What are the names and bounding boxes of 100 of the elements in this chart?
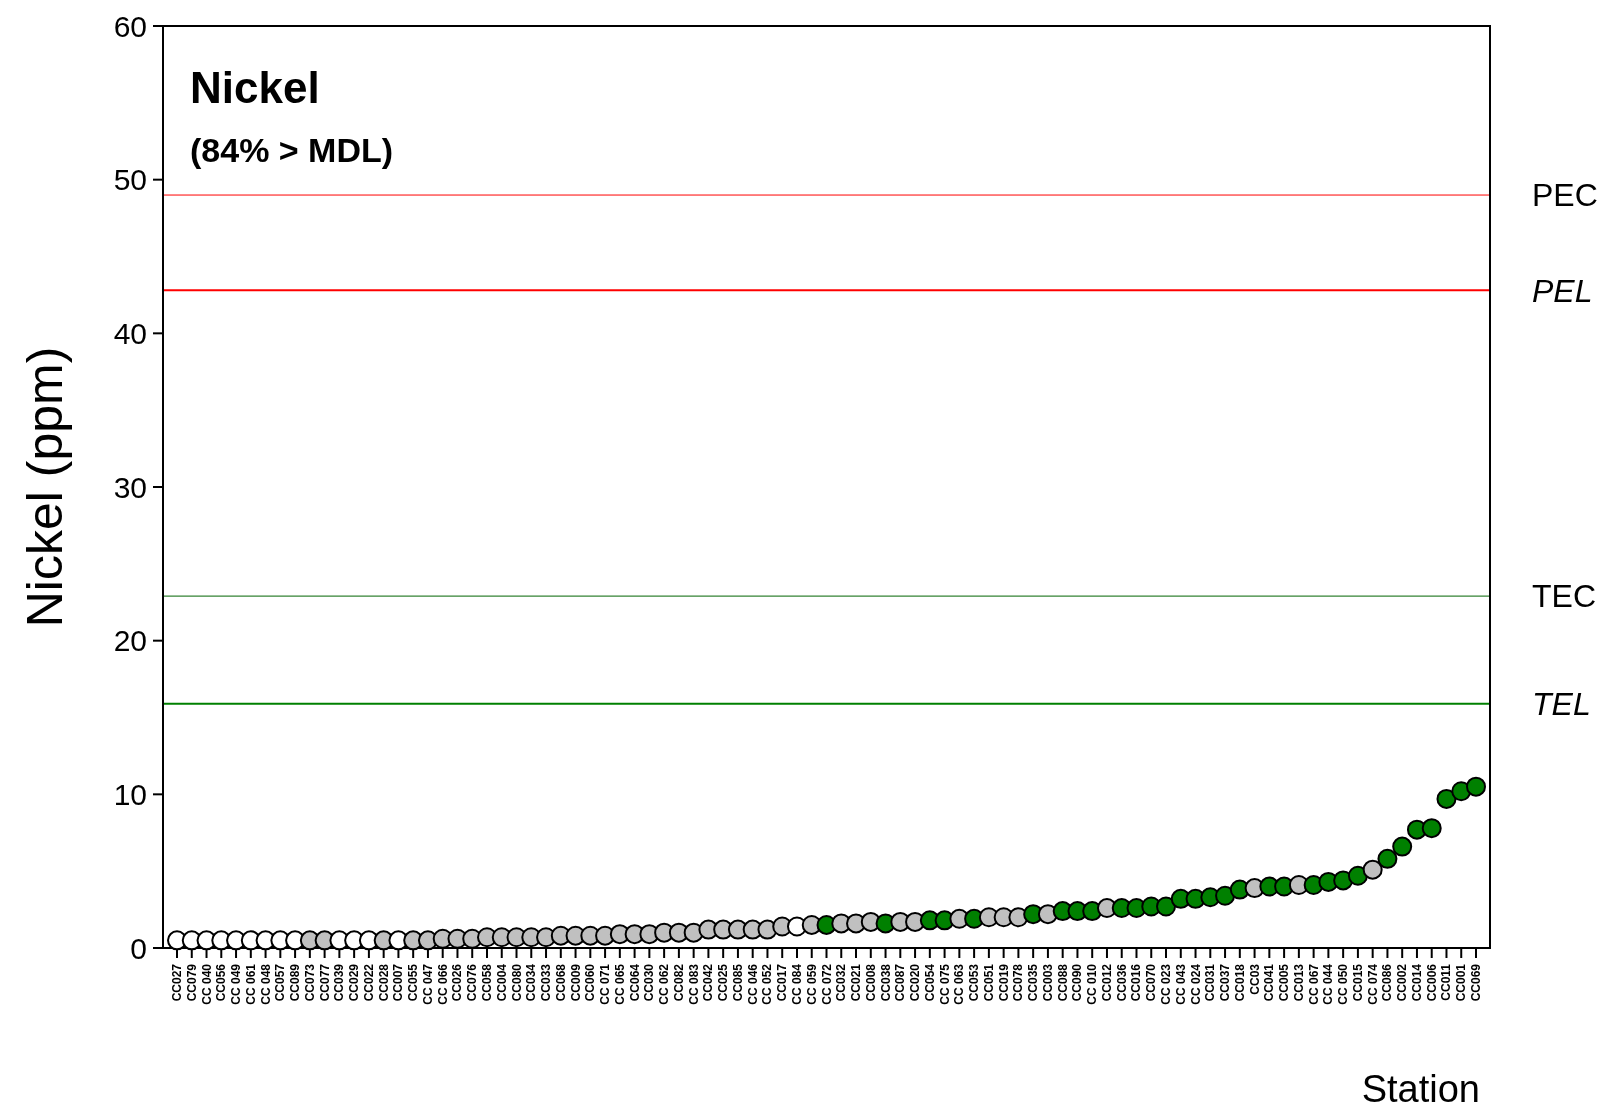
x-tick-label: CC020 [908, 963, 923, 1002]
x-tick-label: CC082 [671, 963, 686, 1002]
x-tick-label: CC 062 [657, 963, 672, 1005]
x-tick-label: CC060 [583, 963, 598, 1002]
x-tick-label: CC042 [701, 963, 716, 1002]
y-tick-label: 40 [113, 316, 147, 350]
x-tick-label: CC015 [1350, 963, 1365, 1002]
x-tick-label: CC 044 [1321, 963, 1336, 1005]
y-axis-title: Nickel (ppm) [17, 346, 73, 628]
x-tick-label: CC011 [1439, 963, 1454, 1001]
x-tick-label: CC077 [317, 963, 332, 1002]
ref-line-label: PEL [1532, 272, 1593, 309]
x-tick-label: CC018 [1232, 963, 1247, 1002]
ref-line-label: TEL [1532, 685, 1591, 722]
x-tick-label: CC030 [642, 963, 657, 1002]
x-tick-label: CC 072 [819, 963, 834, 1005]
x-tick-label: CC057 [273, 963, 288, 1002]
x-tick-label: CC003 [1040, 963, 1055, 1002]
x-tick-label: CC013 [1291, 963, 1306, 1002]
x-tick-label: CC035 [1026, 963, 1041, 1002]
x-tick-label: CC054 [922, 963, 937, 1002]
x-tick-label: CC 052 [760, 963, 775, 1005]
x-tick-label: CC051 [981, 963, 996, 1002]
y-tick-label: 50 [113, 163, 147, 197]
x-tick-label: CC03 [1247, 963, 1262, 995]
x-tick-label: CC078 [1011, 963, 1026, 1002]
x-tick-label: CC086 [1380, 963, 1395, 1002]
x-tick-label: CC014 [1409, 963, 1424, 1002]
x-tick-label: CC021 [849, 963, 864, 1002]
x-tick-label: CC 075 [937, 963, 952, 1005]
x-tick-label: CC041 [1262, 963, 1277, 1002]
ref-line-label: PEC [1532, 177, 1598, 214]
x-tick-label: CC 074 [1365, 963, 1380, 1005]
x-tick-label: CC034 [524, 963, 539, 1002]
x-tick-label: CC079 [184, 963, 199, 1002]
x-tick-label: CC 050 [1336, 963, 1351, 1005]
x-tick-label: CC 043 [1173, 963, 1188, 1005]
x-tick-label: CC031 [1203, 963, 1218, 1002]
x-tick-label: CC037 [1218, 963, 1233, 1002]
x-tick-label: CC 010 [1085, 963, 1100, 1005]
x-tick-label: CC087 [893, 963, 908, 1002]
x-tick-label: CC036 [1114, 963, 1129, 1002]
x-tick-label: CC088 [1055, 963, 1070, 1002]
x-tick-label: CC028 [376, 963, 391, 1002]
x-tick-label: CC005 [1277, 963, 1292, 1002]
x-tick-label: CC001 [1454, 963, 1469, 1002]
y-tick-label: 20 [113, 624, 147, 658]
x-tick-label: CC027 [170, 963, 184, 1002]
x-tick-label: CC019 [996, 963, 1011, 1002]
x-tick-label: CC 023 [1159, 963, 1174, 1005]
x-tick-label: CC056 [214, 963, 229, 1002]
x-tick-label: CC 063 [952, 963, 967, 1005]
x-tick-label: CC 040 [199, 963, 214, 1005]
text: (84% > MDL) [190, 131, 394, 169]
x-tick-label: CC039 [332, 963, 347, 1002]
x-tick-label: CC 083 [686, 963, 701, 1005]
x-tick-label: CC006 [1424, 963, 1439, 1002]
x-tick-label: CC073 [302, 963, 317, 1002]
x-tick-label: CC007 [391, 963, 406, 1002]
text: Nickel [190, 63, 320, 112]
x-tick-label: CC022 [361, 963, 376, 1002]
x-tick-label: CC 066 [435, 963, 450, 1005]
x-tick-label: CC004 [494, 963, 509, 1002]
x-tick-label: CC 048 [258, 963, 273, 1005]
x-tick-label: CC068 [553, 963, 568, 1002]
x-tick-label: CC025 [716, 963, 731, 1002]
x-tick-label: CC033 [539, 963, 554, 1002]
x-tick-label: CC 084 [789, 963, 804, 1005]
y-tick-label: 0 [130, 931, 147, 965]
ref-line-label: TEC [1532, 578, 1596, 615]
x-tick-label: CC 046 [745, 963, 760, 1005]
x-tick-label: CC090 [1070, 963, 1085, 1002]
x-axis-title: Station [1361, 1068, 1480, 1109]
x-tick-label: CC029 [347, 963, 362, 1002]
x-tick-label: CC 061 [243, 963, 258, 1005]
x-tick-label: CC026 [450, 963, 465, 1002]
x-tick-label: CC055 [406, 963, 421, 1002]
x-tick-label: CC 067 [1306, 963, 1321, 1005]
x-tick-label: CC085 [730, 963, 745, 1002]
x-tick-label: CC070 [1144, 963, 1159, 1002]
x-tick-label: CC009 [568, 963, 583, 1002]
x-tick-label: CC 059 [804, 963, 819, 1005]
y-tick-label: 60 [113, 9, 147, 43]
x-tick-label: CC076 [465, 963, 480, 1002]
x-tick-label: CC080 [509, 963, 524, 1002]
x-tick-label: CC 065 [612, 963, 627, 1005]
x-tick-label: CC032 [834, 963, 849, 1002]
y-tick-label: 10 [113, 777, 147, 811]
x-tick-label: CC 024 [1188, 963, 1203, 1005]
x-tick-label: CC069 [1469, 963, 1483, 1002]
x-tick-label: CC 071 [598, 963, 613, 1005]
x-tick-label: CC002 [1395, 963, 1410, 1002]
x-tick-label: CC064 [627, 963, 642, 1002]
x-tick-label: CC053 [967, 963, 982, 1002]
x-tick-label: CC008 [863, 963, 878, 1002]
y-tick-label: 30 [113, 470, 147, 504]
x-tick-label: CC038 [878, 963, 893, 1002]
x-tick-label: CC089 [288, 963, 303, 1002]
x-tick-label: CC058 [479, 963, 494, 1002]
x-tick-label: CC016 [1129, 963, 1144, 1002]
